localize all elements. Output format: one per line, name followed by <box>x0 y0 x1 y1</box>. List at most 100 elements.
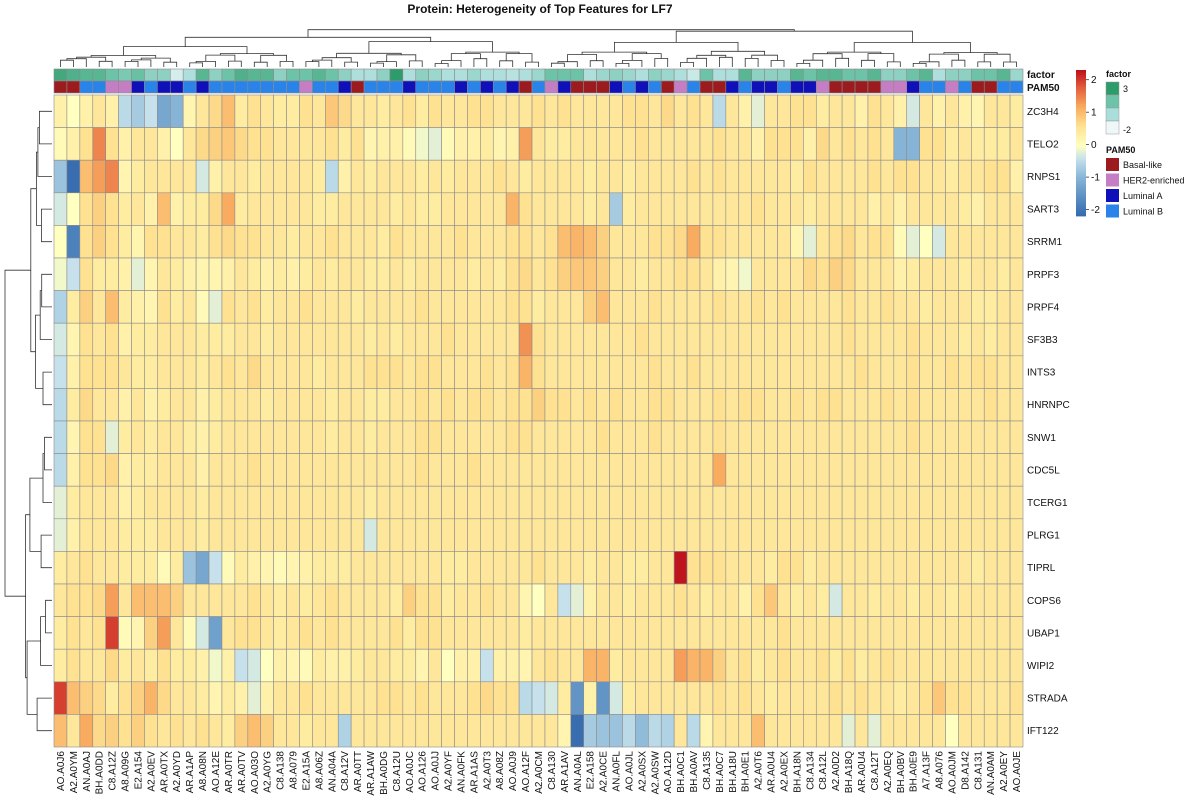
heatmap-cell <box>518 681 533 715</box>
heatmap-cell <box>906 518 920 552</box>
heatmap-cell <box>480 257 494 291</box>
colorbar-step <box>1076 91 1086 95</box>
factor-cell <box>725 68 740 82</box>
pam50-cell <box>1009 80 1024 94</box>
heatmap-cell <box>932 290 946 324</box>
heatmap-cell <box>945 551 959 585</box>
heatmap-cell <box>441 616 455 650</box>
heatmap-cell <box>260 290 274 324</box>
heatmap-cell <box>505 225 520 259</box>
heatmap-cell <box>337 485 352 520</box>
heatmap-cell <box>247 453 262 487</box>
heatmap-cell <box>557 159 572 194</box>
heatmap-cell <box>389 648 404 683</box>
heatmap-cell <box>751 616 765 650</box>
heatmap-cell <box>480 127 494 161</box>
heatmap-cell <box>144 388 158 422</box>
heatmap-cell <box>169 225 184 259</box>
heatmap-cell <box>570 257 585 291</box>
column-label: A8.A06Z <box>314 751 325 790</box>
heatmap-cell <box>880 551 895 585</box>
heatmap-cell <box>518 648 533 683</box>
dendrogram-branch <box>195 61 216 67</box>
colorbar-step <box>1076 167 1086 171</box>
pam50-cell <box>596 80 610 94</box>
heatmap-cell <box>919 518 933 552</box>
heatmap-cell <box>118 159 132 194</box>
heatmap-cell <box>841 257 856 291</box>
heatmap-cell <box>725 257 740 291</box>
factor-cell <box>596 68 610 82</box>
heatmap-cell <box>66 420 81 454</box>
heatmap-cell <box>673 551 688 585</box>
heatmap-cell <box>648 257 662 291</box>
heatmap-cell <box>492 485 507 520</box>
colorbar-step <box>1076 164 1086 168</box>
heatmap-cell <box>247 616 262 650</box>
colorbar-step <box>1076 198 1086 202</box>
heatmap-cell <box>919 225 933 259</box>
heatmap-cell <box>906 420 920 454</box>
heatmap-cell <box>492 225 507 259</box>
heatmap-cell <box>505 681 520 715</box>
heatmap-cell <box>376 225 391 259</box>
heatmap-cell <box>182 192 197 226</box>
heatmap-cell <box>803 616 817 650</box>
factor-cell <box>415 68 429 82</box>
heatmap-cell <box>557 583 572 617</box>
dendrogram-branch <box>796 63 811 67</box>
heatmap-cell <box>221 681 236 715</box>
heatmap-cell <box>363 551 378 585</box>
heatmap-cell <box>583 290 597 324</box>
heatmap-cell <box>945 290 959 324</box>
dendrogram-branch <box>44 436 52 471</box>
pam50-legend-swatch <box>1106 173 1119 187</box>
heatmap-cell <box>609 355 623 389</box>
heatmap-cell <box>325 681 339 715</box>
heatmap-cell <box>803 583 817 617</box>
heatmap-cell <box>712 583 727 617</box>
row-label: PRPF3 <box>1027 270 1060 281</box>
heatmap-cell <box>286 420 300 454</box>
heatmap-cell <box>415 453 429 487</box>
heatmap-cell <box>350 127 365 161</box>
heatmap-cell <box>182 420 197 454</box>
heatmap-cell <box>389 225 404 259</box>
heatmap-cell <box>299 290 313 324</box>
column-dendrogram <box>60 29 1017 67</box>
heatmap-cell <box>441 388 455 422</box>
heatmap-cell <box>402 485 417 520</box>
heatmap-cell <box>195 485 210 520</box>
heatmap-cell <box>157 225 171 259</box>
heatmap-cell <box>893 551 908 585</box>
heatmap-cell <box>415 127 429 161</box>
dendrogram-branch <box>36 697 52 732</box>
heatmap-cell <box>92 127 106 161</box>
pam50-cell <box>66 80 81 94</box>
column-label: C8.A134 <box>805 751 816 790</box>
heatmap-cell <box>622 127 636 161</box>
heatmap-cell <box>751 388 765 422</box>
heatmap-cell <box>467 225 481 259</box>
heatmap-cell <box>932 583 946 617</box>
dendrogram-branch <box>98 60 113 67</box>
heatmap-cell <box>247 159 262 194</box>
heatmap-cell <box>325 290 339 324</box>
heatmap-cell <box>221 127 236 161</box>
heatmap-cell <box>286 94 300 128</box>
pam50-cell <box>389 80 404 94</box>
heatmap-cell <box>234 257 249 291</box>
heatmap-cell <box>854 192 869 226</box>
heatmap-cell <box>454 127 468 161</box>
heatmap-cell <box>764 257 778 291</box>
dendrogram-branch <box>525 61 539 67</box>
heatmap-cell <box>131 681 145 715</box>
heatmap-cell <box>854 94 869 128</box>
pam50-cell <box>492 80 507 94</box>
heatmap-cell <box>996 453 1011 487</box>
heatmap-cell <box>454 681 468 715</box>
colorbar-step <box>1076 208 1086 212</box>
heatmap-cell <box>131 714 145 748</box>
heatmap-cell <box>686 290 701 324</box>
heatmap-cell <box>221 583 236 617</box>
